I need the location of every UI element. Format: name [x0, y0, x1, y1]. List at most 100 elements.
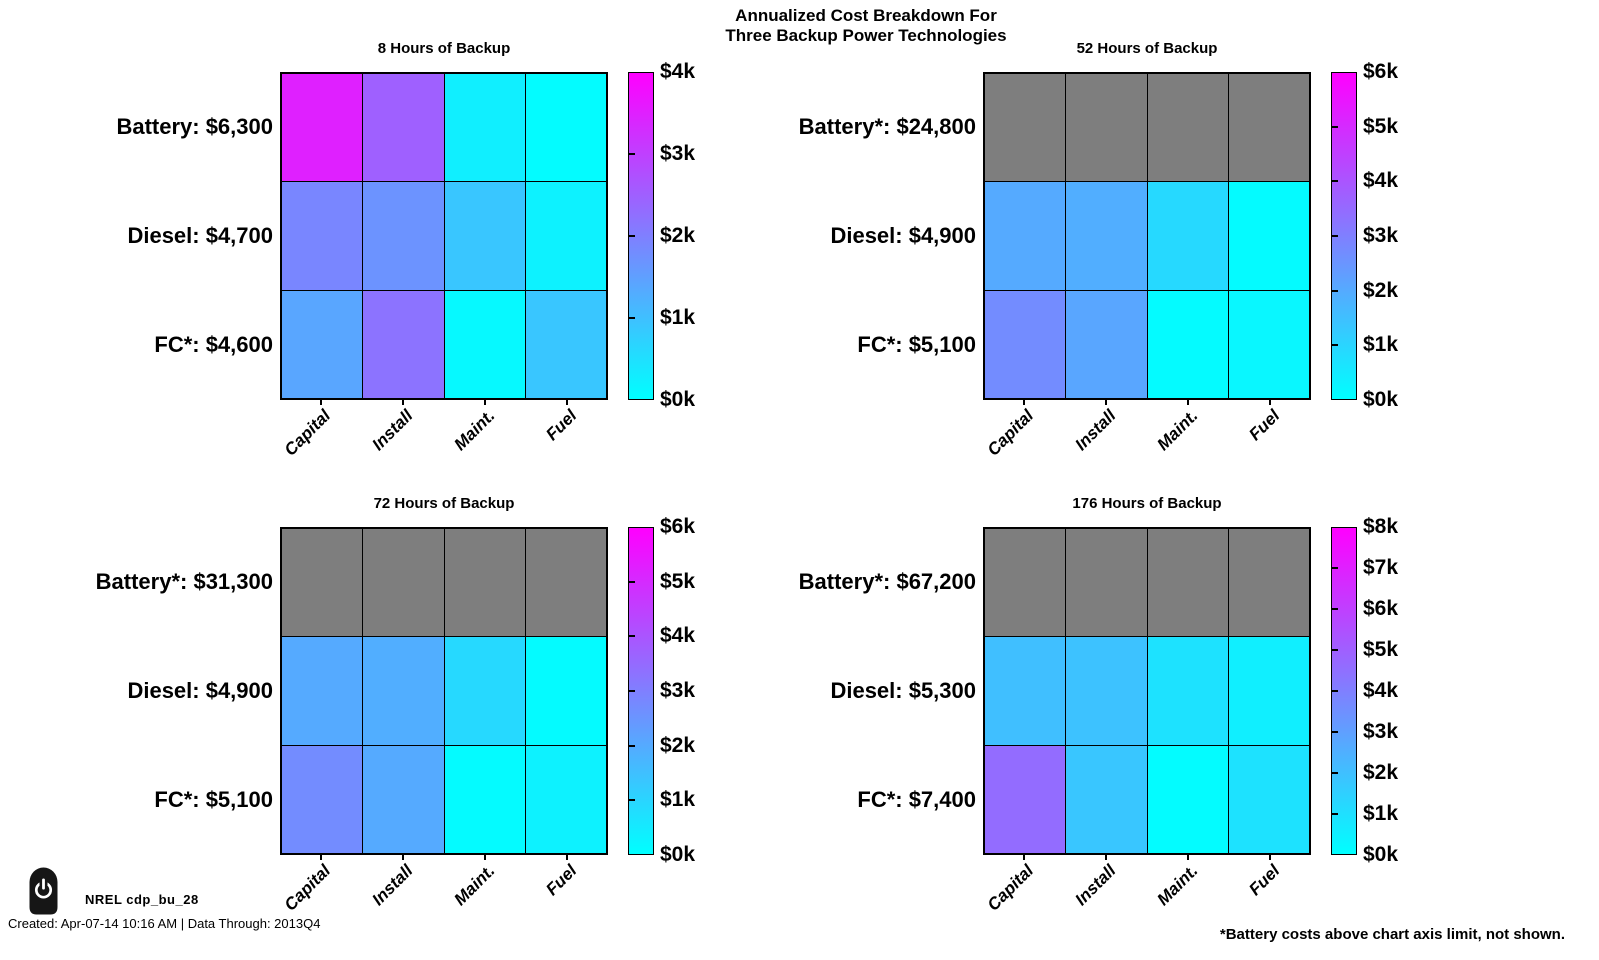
- row-label: Diesel: $4,900: [127, 678, 273, 703]
- x-axis-tick: [484, 400, 486, 405]
- row-label: Diesel: $4,700: [127, 223, 273, 248]
- colorbar-tick-label: $0k: [660, 388, 696, 411]
- x-axis-tick: [566, 855, 568, 860]
- heatmap-cell: [1147, 182, 1228, 290]
- colorbar-tick-label: $7k: [1363, 556, 1399, 579]
- heatmap-cell: [1147, 74, 1228, 182]
- heatmap-cell: [985, 74, 1066, 182]
- colorbar-tick: [1331, 344, 1338, 347]
- heatmap-cell: [444, 745, 525, 853]
- colorbar-tick: [1331, 235, 1338, 237]
- colorbar-tick-label: $2k: [1363, 278, 1399, 302]
- column-label: Install: [368, 861, 417, 910]
- colorbar-tick: [1331, 731, 1338, 733]
- colorbar-176h: [1331, 527, 1357, 855]
- row-label: Battery*: $31,300: [95, 568, 273, 594]
- colorbar-tick: [628, 799, 635, 802]
- colorbar-tick-label: $1k: [1363, 802, 1399, 825]
- x-axis-tick: [1105, 855, 1107, 860]
- heatmap-cell: [444, 637, 525, 745]
- heatmap-72h: [280, 527, 608, 855]
- row-label: FC*: $4,600: [154, 332, 273, 358]
- colorbar-tick-label: $3k: [1363, 720, 1399, 743]
- colorbar-tick: [1331, 690, 1338, 692]
- heatmap-cell: [1147, 529, 1228, 637]
- heatmap-cell: [363, 182, 444, 290]
- heatmap-cell: [444, 290, 525, 398]
- row-label: Diesel: $4,900: [830, 223, 976, 248]
- colorbar-tick-label: $3k: [1363, 224, 1399, 247]
- heatmap-cell: [1147, 745, 1228, 853]
- heatmap-cell: [444, 74, 525, 182]
- x-axis-tick: [1269, 855, 1271, 860]
- heatmap-cell: [985, 637, 1066, 745]
- column-label: Maint.: [1153, 861, 1202, 910]
- heatmap-cell: [985, 529, 1066, 637]
- colorbar-tick-label: $5k: [1363, 638, 1399, 661]
- heatmap-cell: [1228, 182, 1309, 290]
- colorbar-tick: [628, 635, 635, 638]
- row-label: FC*: $5,100: [154, 787, 273, 813]
- colorbar-tick-label: $4k: [1363, 679, 1399, 702]
- colorbar-tick: [628, 744, 635, 747]
- colorbar-tick-label: $0k: [1363, 388, 1399, 411]
- row-label: FC*: $5,100: [857, 332, 976, 358]
- x-axis-tick: [402, 400, 404, 405]
- x-axis-tick: [1023, 855, 1025, 860]
- heatmap-cell: [1066, 637, 1147, 745]
- heatmap-cell: [1228, 74, 1309, 182]
- heatmap-cell: [525, 182, 606, 290]
- column-label: Install: [1071, 861, 1120, 910]
- column-label: Maint.: [450, 406, 499, 455]
- colorbar-tick-label: $4k: [1363, 169, 1399, 193]
- heatmap-cell: [282, 529, 363, 637]
- heatmap-cell: [282, 290, 363, 398]
- heatmap-cell: [1228, 290, 1309, 398]
- column-label: Maint.: [1153, 406, 1202, 455]
- colorbar-tick-label: $1k: [660, 306, 696, 329]
- heatmap-cell: [1228, 637, 1309, 745]
- column-label: Fuel: [1245, 406, 1284, 445]
- heatmap-cell: [1228, 529, 1309, 637]
- heatmap-cell: [282, 74, 363, 182]
- column-label: Capital: [280, 406, 335, 460]
- heatmap-cell: [1066, 182, 1147, 290]
- x-axis-tick: [1105, 400, 1107, 405]
- x-axis-tick: [566, 400, 568, 405]
- row-label: Battery*: $67,200: [798, 568, 976, 594]
- heatmap-cell: [363, 745, 444, 853]
- subplot-title-8h: 8 Hours of Backup: [377, 40, 511, 57]
- heatmap-cell: [1066, 290, 1147, 398]
- main-title-line2: Three Backup Power Technologies: [725, 26, 1007, 45]
- column-label: Capital: [983, 406, 1038, 460]
- heatmap-52h: [983, 72, 1311, 400]
- heatmap-8h: [280, 72, 608, 400]
- heatmap-cell: [1066, 74, 1147, 182]
- colorbar-tick: [628, 235, 635, 237]
- colorbar-tick: [1331, 608, 1338, 610]
- column-label: Fuel: [542, 861, 581, 900]
- colorbar-tick-label: $4k: [660, 60, 696, 83]
- heatmap-cell: [1066, 745, 1147, 853]
- heatmap-cell: [444, 182, 525, 290]
- row-label: FC*: $7,400: [857, 787, 976, 813]
- colorbar-tick-label: $5k: [1363, 114, 1399, 138]
- colorbar-tick-label: $8k: [1363, 515, 1399, 538]
- colorbar-tick-label: $6k: [1363, 60, 1399, 83]
- footer-chart-id: NREL cdp_bu_28: [85, 892, 199, 907]
- heatmap-cell: [363, 74, 444, 182]
- colorbar-tick-label: $2k: [1363, 761, 1399, 784]
- colorbar-tick: [1331, 772, 1338, 774]
- heatmap-cell: [1228, 745, 1309, 853]
- row-label: Battery*: $24,800: [798, 113, 976, 139]
- main-title-line1: Annualized Cost Breakdown For: [735, 6, 997, 25]
- footer-created-text: Created: Apr-07-14 10:16 AM | Data Throu…: [8, 916, 321, 931]
- row-label: Battery: $6,300: [116, 113, 273, 139]
- subplot-title-72h: 72 Hours of Backup: [373, 495, 515, 512]
- column-label: Fuel: [542, 406, 581, 445]
- x-axis-tick: [1187, 400, 1189, 405]
- subplot-title-52h: 52 Hours of Backup: [1076, 40, 1218, 57]
- battery-footnote: *Battery costs above chart axis limit, n…: [1219, 926, 1565, 943]
- column-label: Capital: [983, 861, 1038, 915]
